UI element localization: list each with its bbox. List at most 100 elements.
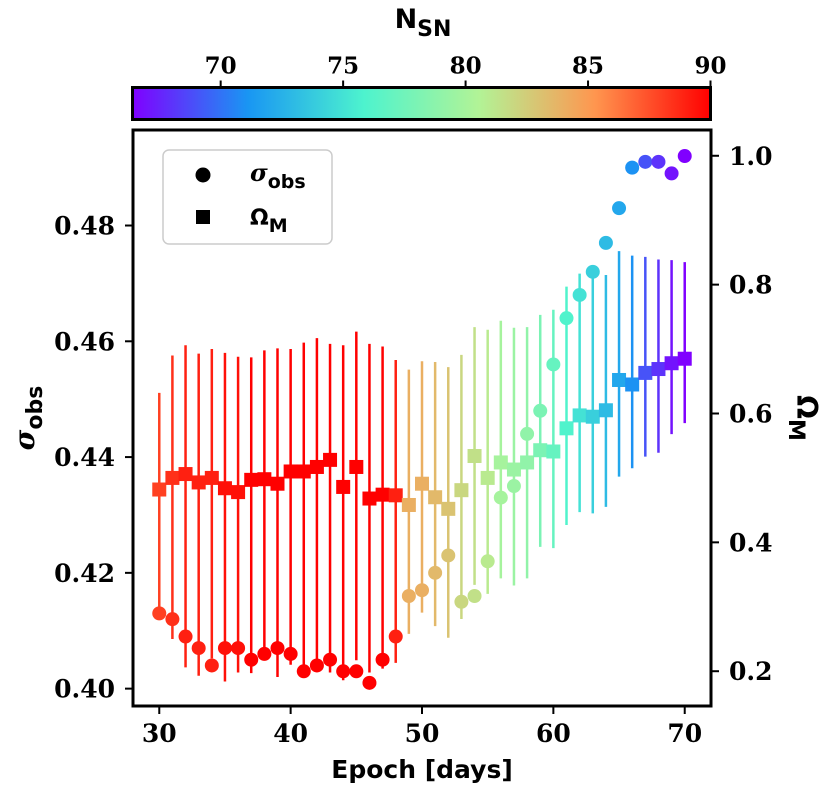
y-left-label-sub: obs <box>23 386 48 430</box>
sigma-obs-point <box>217 641 232 656</box>
y-right-tick-label: 0.6 <box>729 399 773 428</box>
y-right-label-sub: M <box>783 419 808 441</box>
colorbar-ticks: 70 75 80 85 90 <box>205 53 727 88</box>
omega-m-point <box>270 476 285 491</box>
omega-m-point <box>336 479 351 494</box>
sigma-obs-point <box>625 160 640 175</box>
y-left-tick-label: 0.42 <box>54 559 115 588</box>
legend-square-marker <box>196 210 210 224</box>
omega-m-point <box>454 483 469 498</box>
y-right-label-main: Ω <box>790 395 823 419</box>
x-axis: 30 40 50 60 70 <box>142 706 702 748</box>
legend-omega-label: ΩM <box>250 206 288 237</box>
sigma-obs-point <box>362 675 377 690</box>
error-bars <box>158 251 686 682</box>
omega-m-point <box>651 362 666 377</box>
omega-m-point <box>165 470 180 485</box>
x-tick-label: 40 <box>273 719 308 748</box>
sigma-obs-point <box>506 479 521 494</box>
legend-omega-main: Ω <box>250 206 269 231</box>
x-axis-label: Epoch [days] <box>331 755 513 784</box>
omega-m-point <box>441 501 456 516</box>
sigma-obs-point <box>677 149 692 164</box>
y-left-tick-label: 0.44 <box>54 443 115 472</box>
sigma-obs-point <box>546 357 561 372</box>
sigma-obs-point <box>428 565 443 580</box>
omega-m-point <box>612 372 627 387</box>
sigma-obs-point <box>165 612 180 627</box>
y-axis-right-label: ΩM <box>783 395 823 441</box>
colorbar-title-main: N <box>395 4 418 35</box>
omega-m-point <box>388 488 403 503</box>
sigma-obs-point <box>612 201 627 216</box>
y-axis-right: 0.2 0.4 0.6 0.8 1.0 <box>711 142 773 686</box>
sigma-obs-point <box>336 664 351 679</box>
colorbar <box>131 86 712 121</box>
legend: σobs ΩM <box>162 149 333 245</box>
y-axis-left-label: σobs <box>8 386 48 451</box>
sigma-obs-point <box>388 629 403 644</box>
sigma-obs-point <box>651 154 666 169</box>
omega-m-point <box>309 459 324 474</box>
omega-m-point <box>362 491 377 506</box>
legend-sigma-label: σobs <box>250 158 306 193</box>
omega-m-point <box>375 487 390 502</box>
y-right-tick-label: 1.0 <box>729 142 773 171</box>
omega-m-point <box>428 490 443 505</box>
sigma-obs-point <box>309 658 324 673</box>
legend-box <box>162 149 333 245</box>
y-axis-left: 0.40 0.42 0.44 0.46 0.48 <box>54 212 133 704</box>
sigma-obs-point <box>375 652 390 667</box>
colorbar-tick-label: 75 <box>327 53 359 80</box>
omega-m-point <box>572 408 587 423</box>
sigma-obs-point <box>152 606 167 621</box>
omega-m-point <box>283 464 298 479</box>
omega-m-point <box>296 464 311 479</box>
sigma-obs-series <box>152 149 692 690</box>
sigma-obs-point <box>638 154 653 169</box>
sigma-obs-point <box>244 652 259 667</box>
omega-m-point <box>520 455 535 470</box>
sigma-obs-point <box>572 287 587 302</box>
sigma-obs-point <box>467 589 482 604</box>
omega-m-point <box>244 472 259 487</box>
omega-m-point <box>152 482 167 497</box>
colorbar-title: NSN <box>395 4 452 42</box>
omega-m-point <box>349 459 364 474</box>
sigma-obs-point <box>520 426 535 441</box>
y-right-tick-label: 0.8 <box>729 271 773 300</box>
sigma-obs-point <box>585 264 600 279</box>
sigma-obs-point <box>204 658 219 673</box>
sigma-obs-point <box>559 311 574 326</box>
legend-sigma-main: σ <box>250 158 268 187</box>
legend-omega-sub: M <box>269 215 288 237</box>
omega-m-point <box>401 497 416 512</box>
x-tick-label: 70 <box>667 719 702 748</box>
omega-m-point <box>598 403 613 418</box>
omega-m-point <box>467 449 482 464</box>
y-left-tick-label: 0.40 <box>54 675 115 704</box>
x-tick-label: 50 <box>405 719 440 748</box>
sigma-obs-point <box>454 594 469 609</box>
y-left-tick-label: 0.48 <box>54 212 115 241</box>
sigma-obs-point <box>296 664 311 679</box>
omega-m-point <box>217 481 232 496</box>
omega-m-point <box>506 462 521 477</box>
colorbar-tick-label: 80 <box>450 53 482 80</box>
omega-m-point <box>231 485 246 500</box>
colorbar-title-sub: SN <box>417 17 451 42</box>
omega-m-point <box>677 351 692 366</box>
sigma-obs-point <box>480 554 495 569</box>
sigma-obs-point <box>664 166 679 181</box>
x-tick-label: 30 <box>142 719 177 748</box>
sigma-obs-point <box>323 652 338 667</box>
colorbar-tick-label: 85 <box>572 53 604 80</box>
legend-circle-marker <box>195 167 211 183</box>
sigma-obs-point <box>493 490 508 505</box>
y-right-tick-label: 0.2 <box>729 657 773 686</box>
omega-m-point <box>493 455 508 470</box>
sigma-obs-point <box>231 641 246 656</box>
omega-m-point <box>638 365 653 380</box>
omega-m-point <box>257 472 272 487</box>
